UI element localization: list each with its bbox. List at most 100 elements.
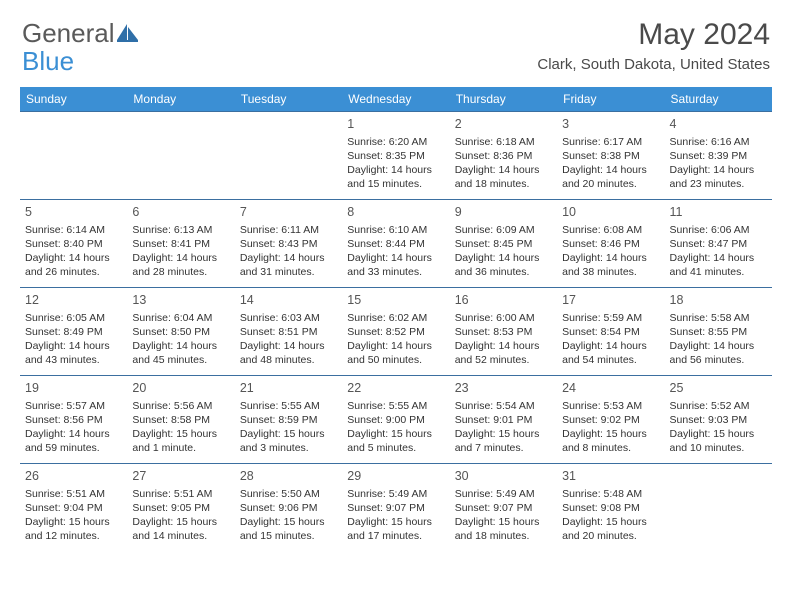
day-number: 29 bbox=[347, 468, 444, 485]
day-info: Sunrise: 5:52 AMSunset: 9:03 PMDaylight:… bbox=[670, 399, 767, 456]
calendar-cell bbox=[20, 112, 127, 200]
calendar-cell: 5 Sunrise: 6:14 AMSunset: 8:40 PMDaylight… bbox=[20, 200, 127, 288]
calendar-row: 1 Sunrise: 6:20 AMSunset: 8:35 PMDaylight… bbox=[20, 112, 772, 200]
day-info: Sunrise: 5:51 AMSunset: 9:05 PMDaylight:… bbox=[132, 487, 229, 544]
day-info: Sunrise: 6:05 AMSunset: 8:49 PMDaylight:… bbox=[25, 311, 122, 368]
calendar-cell: 3Sunrise: 6:17 AMSunset: 8:38 PMDaylight… bbox=[557, 112, 664, 200]
day-info: Sunrise: 5:50 AMSunset: 9:06 PMDaylight:… bbox=[240, 487, 337, 544]
day-info: Sunrise: 6:16 AMSunset: 8:39 PMDaylight:… bbox=[670, 135, 767, 192]
calendar-cell: 4Sunrise: 6:16 AMSunset: 8:39 PMDaylight… bbox=[665, 112, 772, 200]
weekday-header: Wednesday bbox=[342, 87, 449, 112]
day-info: Sunrise: 5:55 AMSunset: 8:59 PMDaylight:… bbox=[240, 399, 337, 456]
day-number: 16 bbox=[455, 292, 552, 309]
calendar-cell: 12 Sunrise: 6:05 AMSunset: 8:49 PMDayligh… bbox=[20, 288, 127, 376]
calendar-cell: 31Sunrise: 5:48 AMSunset: 9:08 PMDayligh… bbox=[557, 464, 664, 550]
weekday-header: Sunday bbox=[20, 87, 127, 112]
day-number: 27 bbox=[132, 468, 229, 485]
month-title: May 2024 bbox=[537, 18, 770, 52]
calendar-row: 12 Sunrise: 6:05 AMSunset: 8:49 PMDayligh… bbox=[20, 288, 772, 376]
weekday-header: Tuesday bbox=[235, 87, 342, 112]
calendar-cell: 21 Sunrise: 5:55 AMSunset: 8:59 PMDayligh… bbox=[235, 376, 342, 464]
day-number: 13 bbox=[132, 292, 229, 309]
day-info: Sunrise: 5:56 AMSunset: 8:58 PMDaylight:… bbox=[132, 399, 229, 456]
day-number: 31 bbox=[562, 468, 659, 485]
day-number: 11 bbox=[670, 204, 767, 221]
day-number: 22 bbox=[347, 380, 444, 397]
day-info: Sunrise: 5:53 AMSunset: 9:02 PMDaylight:… bbox=[562, 399, 659, 456]
day-number: 2 bbox=[455, 116, 552, 133]
day-number: 17 bbox=[562, 292, 659, 309]
calendar-cell: 29Sunrise: 5:49 AMSunset: 9:07 PMDayligh… bbox=[342, 464, 449, 550]
day-info: Sunrise: 6:14 AMSunset: 8:40 PMDaylight:… bbox=[25, 223, 122, 280]
day-number: 18 bbox=[670, 292, 767, 309]
day-info: Sunrise: 5:51 AMSunset: 9:04 PMDaylight:… bbox=[25, 487, 122, 544]
day-number: 15 bbox=[347, 292, 444, 309]
calendar-cell: 14 Sunrise: 6:03 AMSunset: 8:51 PMDayligh… bbox=[235, 288, 342, 376]
calendar-cell: 26 Sunrise: 5:51 AMSunset: 9:04 PMDayligh… bbox=[20, 464, 127, 550]
day-number: 6 bbox=[132, 204, 229, 221]
weekday-header: Saturday bbox=[665, 87, 772, 112]
logo-text-blue: Blue bbox=[22, 46, 74, 77]
calendar-cell: 16Sunrise: 6:00 AMSunset: 8:53 PMDayligh… bbox=[450, 288, 557, 376]
day-number: 9 bbox=[455, 204, 552, 221]
calendar-cell: 2 Sunrise: 6:18 AMSunset: 8:36 PMDaylight… bbox=[450, 112, 557, 200]
day-info: Sunrise: 6:11 AMSunset: 8:43 PMDaylight:… bbox=[240, 223, 337, 280]
calendar-cell: 11 Sunrise: 6:06 AMSunset: 8:47 PMDayligh… bbox=[665, 200, 772, 288]
calendar-cell: 23 Sunrise: 5:54 AMSunset: 9:01 PMDayligh… bbox=[450, 376, 557, 464]
calendar-cell: 24 Sunrise: 5:53 AMSunset: 9:02 PMDayligh… bbox=[557, 376, 664, 464]
day-number: 20 bbox=[132, 380, 229, 397]
day-info: Sunrise: 6:13 AMSunset: 8:41 PMDaylight:… bbox=[132, 223, 229, 280]
calendar-cell: 30 Sunrise: 5:49 AMSunset: 9:07 PMDayligh… bbox=[450, 464, 557, 550]
day-number: 12 bbox=[25, 292, 122, 309]
calendar-cell: 13 Sunrise: 6:04 AMSunset: 8:50 PMDayligh… bbox=[127, 288, 234, 376]
day-info: Sunrise: 6:10 AMSunset: 8:44 PMDaylight:… bbox=[347, 223, 444, 280]
day-info: Sunrise: 5:54 AMSunset: 9:01 PMDaylight:… bbox=[455, 399, 552, 456]
day-number: 30 bbox=[455, 468, 552, 485]
calendar-cell: 1 Sunrise: 6:20 AMSunset: 8:35 PMDaylight… bbox=[342, 112, 449, 200]
day-number: 5 bbox=[25, 204, 122, 221]
day-number: 14 bbox=[240, 292, 337, 309]
day-number: 1 bbox=[347, 116, 444, 133]
day-info: Sunrise: 6:06 AMSunset: 8:47 PMDaylight:… bbox=[670, 223, 767, 280]
day-number: 10 bbox=[562, 204, 659, 221]
calendar-cell: 27 Sunrise: 5:51 AMSunset: 9:05 PMDayligh… bbox=[127, 464, 234, 550]
day-number: 19 bbox=[25, 380, 122, 397]
day-info: Sunrise: 5:59 AMSunset: 8:54 PMDaylight:… bbox=[562, 311, 659, 368]
day-info: Sunrise: 5:49 AMSunset: 9:07 PMDaylight:… bbox=[455, 487, 552, 544]
calendar-cell bbox=[235, 112, 342, 200]
calendar-cell: 9 Sunrise: 6:09 AMSunset: 8:45 PMDaylight… bbox=[450, 200, 557, 288]
logo-sail-icon bbox=[117, 18, 139, 49]
day-info: Sunrise: 6:03 AMSunset: 8:51 PMDaylight:… bbox=[240, 311, 337, 368]
day-number: 3 bbox=[562, 116, 659, 133]
calendar-row: 26 Sunrise: 5:51 AMSunset: 9:04 PMDayligh… bbox=[20, 464, 772, 550]
day-info: Sunrise: 6:18 AMSunset: 8:36 PMDaylight:… bbox=[455, 135, 552, 192]
calendar-cell: 10 Sunrise: 6:08 AMSunset: 8:46 PMDayligh… bbox=[557, 200, 664, 288]
calendar-cell: 22Sunrise: 5:55 AMSunset: 9:00 PMDayligh… bbox=[342, 376, 449, 464]
calendar-cell: 7 Sunrise: 6:11 AMSunset: 8:43 PMDaylight… bbox=[235, 200, 342, 288]
location-text: Clark, South Dakota, United States bbox=[537, 56, 770, 73]
day-info: Sunrise: 5:57 AMSunset: 8:56 PMDaylight:… bbox=[25, 399, 122, 456]
day-info: Sunrise: 6:02 AMSunset: 8:52 PMDaylight:… bbox=[347, 311, 444, 368]
day-number: 8 bbox=[347, 204, 444, 221]
weekday-header: Friday bbox=[557, 87, 664, 112]
weekday-header: Monday bbox=[127, 87, 234, 112]
day-number: 28 bbox=[240, 468, 337, 485]
day-info: Sunrise: 6:08 AMSunset: 8:46 PMDaylight:… bbox=[562, 223, 659, 280]
day-number: 21 bbox=[240, 380, 337, 397]
day-info: Sunrise: 6:09 AMSunset: 8:45 PMDaylight:… bbox=[455, 223, 552, 280]
page-header: General May 2024 Clark, South Dakota, Un… bbox=[0, 0, 792, 81]
title-block: May 2024 Clark, South Dakota, United Sta… bbox=[537, 18, 770, 73]
day-info: Sunrise: 6:04 AMSunset: 8:50 PMDaylight:… bbox=[132, 311, 229, 368]
day-number: 24 bbox=[562, 380, 659, 397]
day-info: Sunrise: 6:20 AMSunset: 8:35 PMDaylight:… bbox=[347, 135, 444, 192]
calendar-cell: 20 Sunrise: 5:56 AMSunset: 8:58 PMDayligh… bbox=[127, 376, 234, 464]
day-number: 25 bbox=[670, 380, 767, 397]
day-number: 23 bbox=[455, 380, 552, 397]
weekday-header: Thursday bbox=[450, 87, 557, 112]
day-number: 7 bbox=[240, 204, 337, 221]
calendar-cell: 28 Sunrise: 5:50 AMSunset: 9:06 PMDayligh… bbox=[235, 464, 342, 550]
calendar-cell bbox=[665, 464, 772, 550]
day-number: 26 bbox=[25, 468, 122, 485]
calendar-cell: 18Sunrise: 5:58 AMSunset: 8:55 PMDayligh… bbox=[665, 288, 772, 376]
calendar-row: 19 Sunrise: 5:57 AMSunset: 8:56 PMDayligh… bbox=[20, 376, 772, 464]
